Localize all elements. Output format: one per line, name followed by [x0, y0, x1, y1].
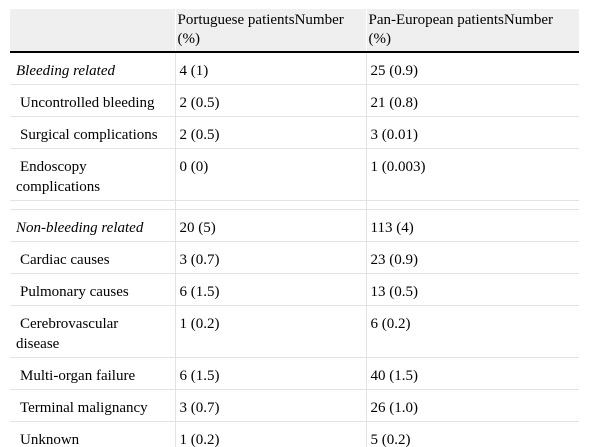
label-line-1: Cerebrovascular	[20, 316, 119, 332]
row-label-cerebrovascular-disease: Cerebrovascular disease	[10, 305, 175, 358]
table-row: Pulmonary causes 6 (1.5) 13 (0.5)	[10, 273, 579, 306]
row-label-endoscopy-complications: Endoscopy complications	[10, 148, 175, 201]
row-label-surgical-complications: Surgical complications	[10, 116, 175, 149]
table-header: Portuguese patientsNumber (%) Pan-Europe…	[10, 9, 579, 53]
cell-portuguese: 2 (0.5)	[174, 84, 366, 117]
cell-pan-european: 3 (0.01)	[365, 116, 579, 149]
spacer-cell	[365, 200, 579, 210]
cell-portuguese: 1 (0.2)	[174, 305, 366, 358]
row-label-cardiac-causes: Cardiac causes	[10, 241, 175, 274]
header-pan-european-patients: Pan-European patientsNumber (%)	[365, 9, 579, 53]
cell-pan-european: 21 (0.8)	[365, 84, 579, 117]
table-row: Unknown 1 (0.2) 5 (0.2)	[10, 421, 579, 447]
label-line-2: complications	[16, 179, 101, 195]
cell-portuguese: 6 (1.5)	[174, 273, 366, 306]
row-label-uncontrolled-bleeding: Uncontrolled bleeding	[10, 84, 175, 117]
spacer-cell	[174, 200, 366, 210]
label-line-2: disease	[16, 336, 60, 352]
table-row: Bleeding related 4 (1) 25 (0.9)	[10, 52, 579, 85]
cell-portuguese: 3 (0.7)	[174, 241, 366, 274]
table-row: Cerebrovascular disease 1 (0.2) 6 (0.2)	[10, 305, 579, 358]
cell-pan-european: 6 (0.2)	[365, 305, 579, 358]
table-row: Surgical complications 2 (0.5) 3 (0.01)	[10, 116, 579, 149]
cell-portuguese: 1 (0.2)	[174, 421, 366, 447]
table-row: Uncontrolled bleeding 2 (0.5) 21 (0.8)	[10, 84, 579, 117]
cell-pan-european: 26 (1.0)	[365, 389, 579, 422]
table-body: Bleeding related 4 (1) 25 (0.9) Uncontro…	[10, 52, 579, 447]
cell-pan-european: 23 (0.9)	[365, 241, 579, 274]
row-label-bleeding-related: Bleeding related	[10, 52, 175, 85]
row-label-pulmonary-causes: Pulmonary causes	[10, 273, 175, 306]
cell-portuguese: 4 (1)	[174, 52, 366, 85]
cell-portuguese: 3 (0.7)	[174, 389, 366, 422]
cell-pan-european: 25 (0.9)	[365, 52, 579, 85]
cell-portuguese: 2 (0.5)	[174, 116, 366, 149]
row-label-unknown: Unknown	[10, 421, 175, 447]
mortality-causes-table: Portuguese patientsNumber (%) Pan-Europe…	[10, 9, 579, 447]
header-cause	[10, 9, 175, 53]
label-line-1: Endoscopy	[20, 159, 87, 175]
cell-pan-european: 40 (1.5)	[365, 357, 579, 390]
table-row: Endoscopy complications 0 (0) 1 (0.003)	[10, 148, 579, 201]
row-label-terminal-malignancy: Terminal malignancy	[10, 389, 175, 422]
header-row: Portuguese patientsNumber (%) Pan-Europe…	[10, 9, 579, 53]
header-portuguese-patients: Portuguese patientsNumber (%)	[174, 9, 366, 53]
cell-pan-european: 5 (0.2)	[365, 421, 579, 447]
table-row: Terminal malignancy 3 (0.7) 26 (1.0)	[10, 389, 579, 422]
cell-pan-european: 1 (0.003)	[365, 148, 579, 201]
spacer-cell	[10, 200, 175, 210]
cell-portuguese: 20 (5)	[174, 209, 366, 242]
row-label-multi-organ-failure: Multi-organ failure	[10, 357, 175, 390]
table-row: Cardiac causes 3 (0.7) 23 (0.9)	[10, 241, 579, 274]
cell-pan-european: 13 (0.5)	[365, 273, 579, 306]
spacer-row	[10, 200, 579, 210]
table-row: Multi-organ failure 6 (1.5) 40 (1.5)	[10, 357, 579, 390]
cell-portuguese: 6 (1.5)	[174, 357, 366, 390]
row-label-non-bleeding-related: Non-bleeding related	[10, 209, 175, 242]
cell-pan-european: 113 (4)	[365, 209, 579, 242]
table-row: Non-bleeding related 20 (5) 113 (4)	[10, 209, 579, 242]
cell-portuguese: 0 (0)	[174, 148, 366, 201]
